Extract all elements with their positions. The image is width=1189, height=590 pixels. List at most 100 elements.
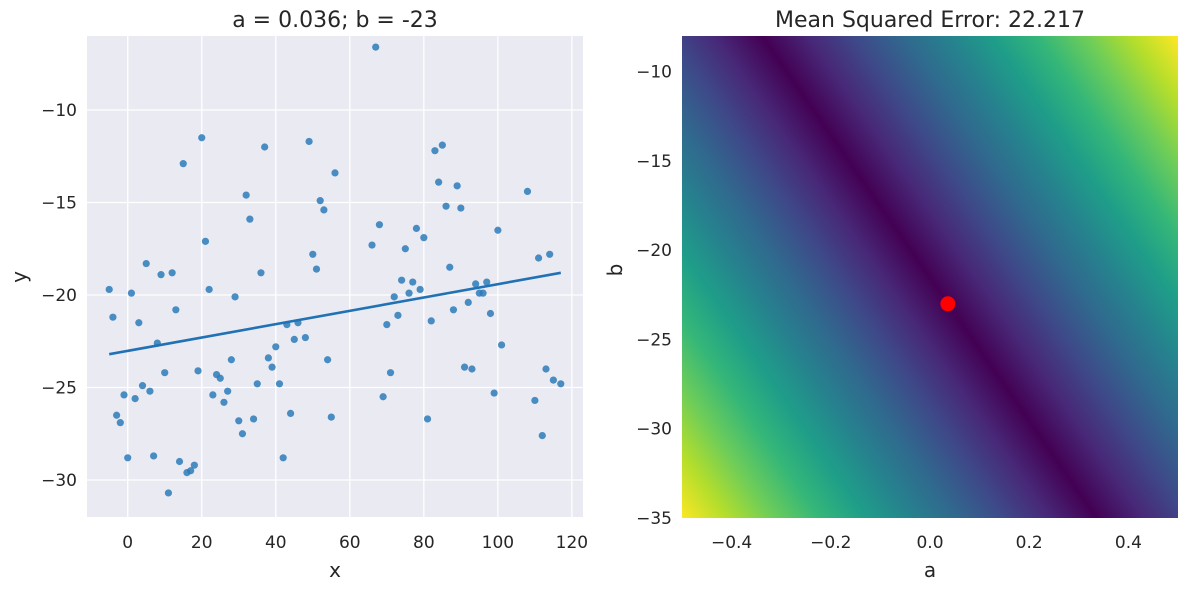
heatmap-x-tick-label: −0.4	[711, 533, 752, 553]
scatter-y-label: y	[7, 271, 31, 283]
scatter-point	[135, 319, 143, 327]
scatter-point	[390, 293, 398, 301]
scatter-point	[190, 461, 198, 469]
scatter-point	[534, 254, 543, 262]
scatter-point	[216, 374, 224, 382]
scatter-points	[105, 43, 565, 497]
scatter-point	[394, 311, 402, 319]
scatter-point	[546, 250, 554, 258]
heatmap-x-tick-label: −0.2	[810, 533, 851, 553]
scatter-point	[120, 391, 128, 399]
scatter-point	[168, 269, 176, 277]
scatter-point	[497, 341, 506, 349]
scatter-point	[290, 335, 298, 343]
scatter-point	[442, 202, 450, 210]
scatter-panel: a = 0.036; b = -23 0 20 40 60 80 100 120 −30 −2…	[7, 8, 588, 582]
scatter-point	[198, 134, 206, 142]
scatter-point	[257, 269, 265, 277]
scatter-point	[431, 147, 439, 155]
heatmap-x-ticks: −0.4 −0.2 0.0 0.2 0.4	[711, 533, 1142, 553]
heatmap-x-tick-label: 0.4	[1115, 533, 1142, 553]
scatter-grid	[87, 36, 583, 517]
scatter-point	[209, 391, 217, 399]
scatter-point	[557, 380, 565, 388]
scatter-point	[205, 285, 213, 294]
scatter-point	[261, 143, 269, 151]
scatter-point	[224, 387, 232, 395]
scatter-x-label: x	[329, 558, 341, 582]
scatter-point	[449, 306, 458, 314]
scatter-point	[320, 206, 328, 214]
scatter-point	[109, 313, 117, 321]
scatter-x-tick-label: 100	[482, 533, 514, 553]
scatter-point	[305, 137, 313, 146]
scatter-point	[386, 369, 395, 377]
scatter-point	[264, 354, 272, 362]
scatter-point	[409, 278, 417, 286]
heatmap-y-tick-label: −20	[636, 241, 672, 261]
scatter-y-tick-label: −25	[41, 379, 77, 399]
scatter-point	[142, 259, 150, 268]
scatter-point	[301, 333, 309, 342]
scatter-point	[309, 250, 317, 258]
scatter-point	[423, 415, 432, 423]
scatter-point	[460, 363, 469, 371]
scatter-x-tick-label: 80	[413, 533, 435, 553]
heatmap-y-tick-label: −30	[636, 420, 672, 440]
scatter-point	[464, 298, 472, 306]
scatter-point	[531, 396, 539, 405]
scatter-point	[327, 413, 335, 421]
scatter-point	[246, 215, 254, 223]
scatter-fit-line-group	[108, 271, 562, 356]
heatmap-marker-group	[940, 296, 956, 312]
scatter-x-tick-label: 20	[191, 533, 213, 553]
scatter-point	[268, 363, 276, 371]
scatter-point	[486, 309, 495, 318]
scatter-point	[405, 289, 413, 297]
heatmap-x-tick-label: 0.2	[1016, 533, 1043, 553]
scatter-point	[368, 241, 376, 249]
heatmap-x-label: a	[924, 558, 936, 582]
scatter-point	[220, 398, 228, 406]
scatter-plot-area	[87, 36, 583, 517]
scatter-x-tick-label: 40	[265, 533, 287, 553]
scatter-fit-line	[108, 271, 562, 356]
scatter-point	[523, 187, 532, 195]
scatter-point	[138, 382, 147, 390]
scatter-point	[242, 191, 250, 199]
scatter-point	[323, 356, 332, 364]
scatter-point	[131, 395, 139, 403]
heatmap-y-ticks: −35 −30 −25 −20 −15 −10	[636, 63, 672, 529]
scatter-point	[127, 289, 136, 297]
scatter-point	[231, 293, 239, 301]
scatter-point	[472, 280, 480, 288]
scatter-point	[457, 204, 465, 212]
scatter-point	[201, 237, 210, 245]
heatmap-y-tick-label: −15	[636, 152, 672, 172]
scatter-point	[238, 430, 247, 438]
scatter-point	[161, 369, 169, 377]
scatter-x-tick-label: 0	[122, 533, 133, 553]
scatter-point	[187, 467, 195, 475]
scatter-point	[490, 389, 498, 397]
heatmap-y-tick-label: −10	[636, 63, 672, 83]
scatter-point	[483, 278, 491, 286]
scatter-point	[286, 409, 295, 417]
scatter-point	[194, 367, 202, 375]
scatter-point	[116, 419, 124, 427]
scatter-point	[124, 454, 132, 462]
scatter-point	[494, 226, 502, 234]
heatmap-canvas	[682, 36, 1178, 518]
scatter-y-tick-label: −10	[41, 101, 77, 121]
scatter-point	[416, 285, 424, 294]
scatter-point	[105, 285, 113, 294]
heatmap-y-tick-label: −35	[636, 509, 672, 529]
heatmap-canvas-wrap	[682, 36, 1178, 518]
scatter-point	[316, 197, 324, 205]
scatter-y-ticks: −30 −25 −20 −15 −10	[41, 101, 77, 491]
scatter-point	[412, 224, 421, 232]
heatmap-panel: Mean Squared Error: 22.217 −0.4 −0.2 0.0 0.…	[603, 8, 1178, 582]
scatter-point	[146, 387, 154, 395]
heatmap-title: Mean Squared Error: 22.217	[775, 8, 1085, 33]
scatter-point	[435, 178, 443, 186]
